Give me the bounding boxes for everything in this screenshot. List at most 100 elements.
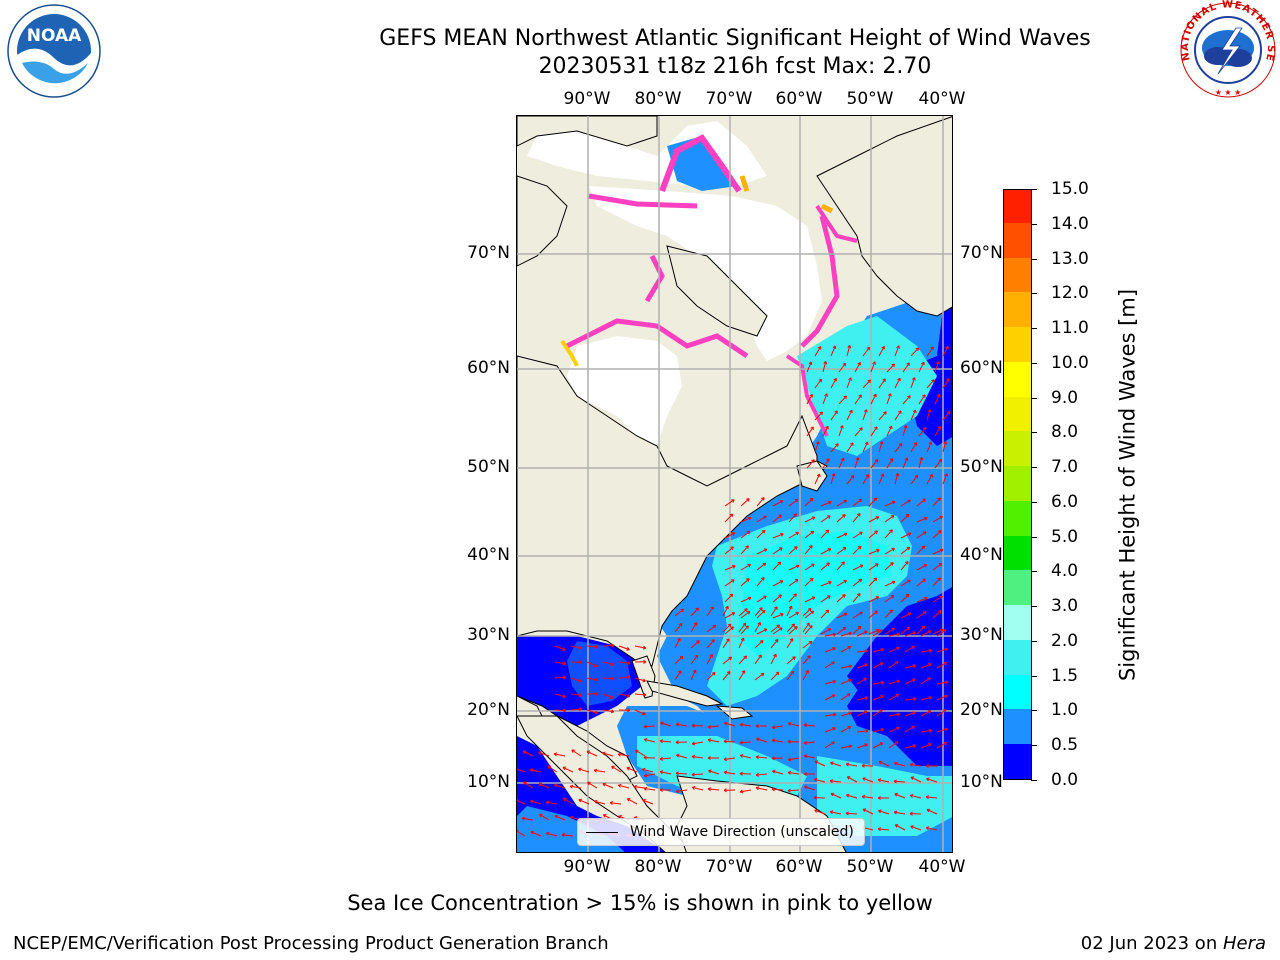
wave-direction-arrowhead xyxy=(554,814,558,819)
wave-direction-arrowhead xyxy=(712,624,717,629)
colorbar-segment xyxy=(1004,743,1031,779)
map-panel xyxy=(516,115,953,853)
wave-direction-arrow xyxy=(852,564,864,571)
wave-direction-arrow xyxy=(926,778,938,783)
wave-direction-arrow xyxy=(692,741,704,745)
lon-label-top: 80°W xyxy=(634,89,682,109)
wave-direction-arrowhead xyxy=(842,514,846,518)
wave-direction-arrowhead xyxy=(561,832,566,837)
wave-direction-arrow xyxy=(916,498,926,507)
wave-direction-arrow xyxy=(820,562,830,571)
wave-direction-arrow xyxy=(554,709,567,712)
wave-direction-arrowhead xyxy=(731,579,735,583)
wave-direction-arrow xyxy=(904,665,916,669)
wave-direction-arrow xyxy=(642,799,654,805)
ice-area xyxy=(567,336,682,446)
wave-direction-arrowhead xyxy=(774,639,779,643)
wave-direction-arrowhead xyxy=(830,792,834,797)
wave-direction-arrow xyxy=(722,638,730,649)
wave-direction-arrowhead xyxy=(545,800,550,805)
wave-direction-arrowhead xyxy=(881,345,885,350)
wave-direction-arrowhead xyxy=(793,513,797,517)
wave-direction-arrow xyxy=(804,545,813,555)
wave-direction-arrowhead xyxy=(787,788,791,793)
wave-direction-arrowhead xyxy=(912,711,916,716)
wave-direction-arrow xyxy=(870,426,878,437)
wave-direction-arrowhead xyxy=(873,497,878,502)
wave-direction-arrowhead xyxy=(874,426,878,430)
wave-direction-arrow xyxy=(820,548,831,555)
wave-direction-arrow xyxy=(854,394,862,405)
wave-direction-arrowhead xyxy=(894,761,898,766)
wave-direction-arrow xyxy=(856,663,868,669)
wave-direction-arrow xyxy=(724,546,734,555)
wave-direction-arrowhead xyxy=(554,783,558,788)
wave-direction-arrow xyxy=(674,623,683,633)
wave-direction-arrow xyxy=(708,770,720,775)
wave-direction-arrowhead xyxy=(889,609,893,613)
wave-direction-arrow xyxy=(926,441,932,453)
wave-direction-arrow xyxy=(888,633,900,637)
colorbar-tick: 2.0 xyxy=(1030,631,1078,651)
wave-direction-arrow xyxy=(872,648,884,653)
wave-direction-arrow xyxy=(802,622,810,633)
wave-direction-arrow xyxy=(740,578,750,587)
wave-direction-arrowhead xyxy=(943,742,948,746)
wave-direction-arrowhead xyxy=(731,532,736,536)
wave-direction-arrow xyxy=(852,626,862,635)
wave-direction-arrow xyxy=(546,832,558,837)
wave-direction-arrowhead xyxy=(562,661,567,666)
wave-direction-arrowhead xyxy=(676,753,680,758)
colorbar-tick: 3.0 xyxy=(1030,596,1078,616)
wave-direction-arrow xyxy=(884,595,895,603)
wave-direction-arrowhead xyxy=(921,625,926,630)
wave-direction-arrowhead xyxy=(626,646,630,651)
sea-ice-edge xyxy=(588,193,698,209)
wave-direction-arrowhead xyxy=(563,708,567,713)
wave-direction-arrow xyxy=(888,713,900,717)
wave-direction-arrowhead xyxy=(824,393,828,397)
wave-direction-arrowhead xyxy=(610,709,615,714)
wave-direction-arrowhead xyxy=(691,723,695,728)
wave-direction-arrow xyxy=(822,458,830,469)
lon-label-top: 50°W xyxy=(846,89,894,109)
wave-direction-arrow xyxy=(642,768,654,773)
arctic-islands-land xyxy=(517,116,658,147)
wave-direction-arrowhead xyxy=(723,770,728,775)
wave-direction-arrowhead xyxy=(904,457,909,461)
wave-direction-arrowhead xyxy=(849,409,853,414)
wave-direction-arrow xyxy=(838,457,845,469)
wave-direction-arrow xyxy=(878,378,886,389)
ocean-region xyxy=(847,587,952,696)
wave-direction-arrowhead xyxy=(708,769,712,774)
noaa-logo: NOAA xyxy=(2,3,106,103)
wave-direction-arrowhead xyxy=(779,500,784,504)
wave-direction-arrowhead xyxy=(726,638,730,642)
wave-direction-arrow xyxy=(900,499,911,507)
wave-direction-arrow xyxy=(562,766,574,773)
wave-direction-arrow xyxy=(902,362,910,373)
wave-direction-arrowhead xyxy=(906,546,911,551)
wave-direction-arrowhead xyxy=(578,693,583,698)
wave-direction-arrow xyxy=(786,605,793,617)
wave-direction-arrow xyxy=(788,757,800,761)
wave-direction-arrow xyxy=(594,769,606,773)
colorbar-segment xyxy=(1004,604,1031,640)
wave-direction-arrowhead xyxy=(923,564,928,568)
wave-direction-arrowhead xyxy=(707,724,712,729)
sea-ice-edge xyxy=(659,134,742,193)
wave-direction-arrow xyxy=(820,529,829,539)
wave-direction-arrow xyxy=(820,595,831,603)
wave-direction-arrow xyxy=(738,608,748,617)
wave-direction-arrow xyxy=(706,672,716,681)
wave-direction-arrow xyxy=(840,665,852,669)
wave-direction-arrow xyxy=(586,677,598,681)
wave-direction-arrow xyxy=(708,725,720,728)
wave-direction-arrow xyxy=(690,640,700,649)
wave-direction-arrowhead xyxy=(831,473,836,477)
wave-direction-arrowhead xyxy=(790,670,795,675)
wave-direction-arrow xyxy=(804,741,816,744)
wave-direction-arrow xyxy=(756,595,767,603)
wave-direction-arrowhead xyxy=(846,693,851,697)
wave-direction-arrowhead xyxy=(925,826,930,831)
